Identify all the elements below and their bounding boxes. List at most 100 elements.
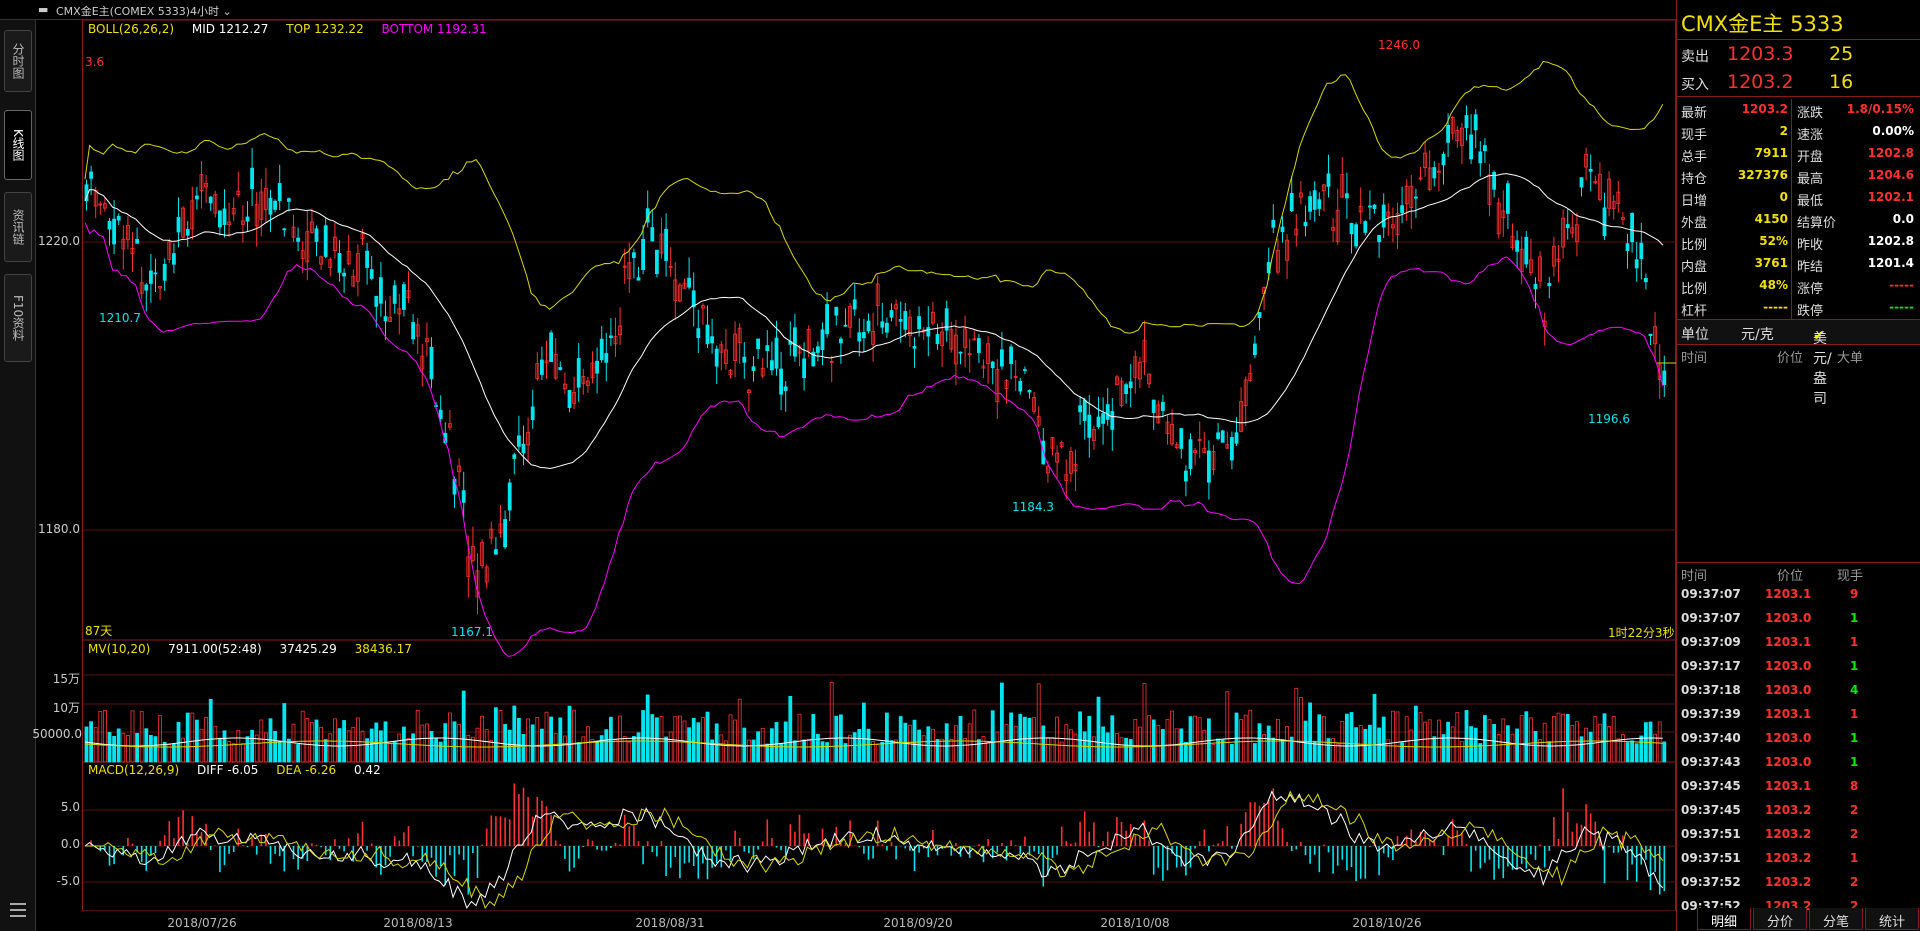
bottom-tab-bar: 明细 分价 分笔 统计 xyxy=(1697,908,1920,931)
stat-divider xyxy=(1791,297,1792,319)
macd-name[interactable]: MACD(12,26,9) xyxy=(88,763,180,777)
tick-row[interactable]: 09:37:45 1203.2 2 xyxy=(1677,799,1920,823)
tick-price: 1203.0 xyxy=(1765,659,1812,673)
tick-time: 09:37:07 xyxy=(1681,611,1741,625)
tick-volume: 1 xyxy=(1850,707,1859,721)
top-left-value: 3.6 xyxy=(85,55,105,69)
stat-divider xyxy=(1791,209,1792,231)
tick-row[interactable]: 09:37:39 1203.1 1 xyxy=(1677,703,1920,727)
stat-value: 1.8/0.15% xyxy=(1846,102,1914,116)
macd-dea: DEA -6.26 xyxy=(276,763,337,777)
stat-value: 1202.1 xyxy=(1867,190,1914,204)
mv-name[interactable]: MV(10,20) xyxy=(88,642,151,656)
stat-label: 速涨 xyxy=(1797,128,1824,143)
period-selector[interactable]: 4小时 ⌄ xyxy=(190,3,232,19)
y-label-1220: 1220.0 xyxy=(38,234,80,248)
tick-time: 09:37:45 xyxy=(1681,803,1741,817)
boll-name[interactable]: BOLL(26,26,2) xyxy=(88,22,175,36)
stat-divider xyxy=(1791,253,1792,275)
macd-value: 0.42 xyxy=(353,763,381,777)
buy-label: 买入 xyxy=(1681,77,1709,93)
tick-price: 1203.0 xyxy=(1765,731,1812,745)
tick-volume: 1 xyxy=(1850,731,1859,745)
tab-detail[interactable]: 明细 xyxy=(1697,908,1751,930)
tab-kline-chart[interactable]: K线图 xyxy=(4,110,32,180)
tick-row[interactable]: 09:37:07 1203.0 1 xyxy=(1677,607,1920,631)
tick-time: 09:37:51 xyxy=(1681,851,1741,865)
tab-f10-info[interactable]: F10资料 xyxy=(4,274,32,362)
big-order-time-header: 时间 xyxy=(1681,351,1708,366)
tick-row[interactable]: 09:37:52 1203.2 2 xyxy=(1677,871,1920,895)
tick-volume: 8 xyxy=(1850,779,1859,793)
tick-time: 09:37:39 xyxy=(1681,707,1741,721)
boll-bottom: BOTTOM 1192.31 xyxy=(381,22,487,36)
tab-tick[interactable]: 分笔 xyxy=(1809,908,1863,930)
sell-row[interactable]: 卖出 1203.3 25 xyxy=(1677,40,1920,68)
tab-price-dist[interactable]: 分价 xyxy=(1753,908,1807,930)
tick-row[interactable]: 09:37:51 1203.2 2 xyxy=(1677,823,1920,847)
tick-volume: 2 xyxy=(1850,899,1859,913)
tick-row[interactable]: 09:37:40 1203.0 1 xyxy=(1677,727,1920,751)
y-label-macd-0: 0.0 xyxy=(60,837,80,851)
tick-price: 1203.0 xyxy=(1765,683,1812,697)
kline-svg[interactable] xyxy=(83,20,1677,911)
tick-row[interactable]: 09:37:18 1203.0 4 xyxy=(1677,679,1920,703)
big-order-list[interactable] xyxy=(1677,365,1920,563)
stat-value: ----- xyxy=(1889,300,1914,314)
buy-row[interactable]: 买入 1203.2 16 xyxy=(1677,68,1920,96)
unit-row: 单位 元/克 ✔ 美元/盎司 xyxy=(1677,319,1920,407)
y-label-vol-5w: 50000.0 xyxy=(32,727,82,741)
stat-value: 3761 xyxy=(1754,256,1788,270)
menu-icon[interactable] xyxy=(10,903,26,917)
x-label-0813: 2018/08/13 xyxy=(383,916,453,930)
stat-value: 1204.6 xyxy=(1867,168,1914,182)
tick-time: 09:37:51 xyxy=(1681,827,1741,841)
tick-row[interactable]: 09:37:09 1203.1 1 xyxy=(1677,631,1920,655)
sell-volume: 25 xyxy=(1829,43,1854,65)
window-icon[interactable]: ▬ xyxy=(38,3,49,16)
tick-price: 1203.2 xyxy=(1765,851,1812,865)
stat-divider xyxy=(1791,187,1792,209)
buy-price: 1203.2 xyxy=(1727,71,1794,93)
tick-price: 1203.2 xyxy=(1765,803,1812,817)
stat-value: 7911 xyxy=(1754,146,1788,160)
tick-price: 1203.0 xyxy=(1765,611,1812,625)
stat-row: 杠杆 ----- 跌停 ----- xyxy=(1677,297,1920,319)
mark-1210-label: 1210.7 xyxy=(99,311,141,325)
tab-news-chain[interactable]: 资讯链 xyxy=(4,192,32,262)
stat-label: 昨结 xyxy=(1797,260,1824,275)
tab-stats[interactable]: 统计 xyxy=(1865,908,1919,930)
kline-chart-area[interactable] xyxy=(82,20,1677,911)
tick-row[interactable]: 09:37:43 1203.0 1 xyxy=(1677,751,1920,775)
mv-value-3: 38436.17 xyxy=(354,642,412,656)
tick-row[interactable]: 09:37:07 1203.1 9 xyxy=(1677,583,1920,607)
tab-time-chart[interactable]: 分时图 xyxy=(4,30,32,92)
mark-1184-label: 1184.3 xyxy=(1012,500,1054,514)
stat-row: 外盘 4150 结算价 0.0 xyxy=(1677,209,1920,231)
stat-label: 涨停 xyxy=(1797,282,1824,297)
stat-label: 跌停 xyxy=(1797,304,1824,319)
y-label-vol-10w: 10万 xyxy=(52,701,80,715)
period-label: 4小时 xyxy=(190,5,219,18)
tick-row[interactable]: 09:37:45 1203.1 8 xyxy=(1677,775,1920,799)
stat-row: 持仓 327376 最高 1204.6 xyxy=(1677,165,1920,187)
tick-volume: 9 xyxy=(1850,587,1859,601)
tick-row[interactable]: 09:37:17 1203.0 1 xyxy=(1677,655,1920,679)
tick-volume: 2 xyxy=(1850,875,1859,889)
stat-value: 1203.2 xyxy=(1741,102,1788,116)
tick-row[interactable]: 09:37:51 1203.2 1 xyxy=(1677,847,1920,871)
high-price-label: 1246.0 xyxy=(1378,38,1420,52)
ticks-time-header: 时间 xyxy=(1681,569,1708,584)
stat-row: 日增 0 最低 1202.1 xyxy=(1677,187,1920,209)
sell-label: 卖出 xyxy=(1681,49,1709,65)
unit-option-yuan-gram[interactable]: 元/克 xyxy=(1741,327,1774,343)
stat-label: 内盘 xyxy=(1681,260,1708,275)
buy-volume: 16 xyxy=(1829,71,1854,93)
quote-title: CMX金E主 5333 xyxy=(1677,0,1920,40)
big-order-vol-header: 大单 xyxy=(1837,351,1864,366)
stat-value: 0.00% xyxy=(1872,124,1914,138)
mv-value-1: 7911.00(52:48) xyxy=(168,642,262,656)
stat-label: 最高 xyxy=(1797,172,1824,187)
tick-time: 09:37:07 xyxy=(1681,587,1741,601)
ticks-list[interactable]: 09:37:07 1203.1 9 09:37:07 1203.0 1 09:37:09 12… xyxy=(1677,583,1920,919)
